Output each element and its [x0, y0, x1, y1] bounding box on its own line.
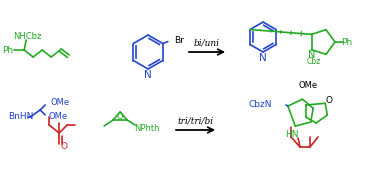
Text: Ph: Ph [341, 38, 353, 46]
Text: OMe: OMe [48, 112, 67, 122]
Text: CbzN: CbzN [249, 100, 272, 110]
Text: N: N [308, 50, 315, 60]
Text: HN: HN [285, 130, 299, 139]
Text: O: O [60, 142, 68, 152]
Text: OMe: OMe [50, 98, 69, 107]
Text: N: N [144, 70, 152, 80]
Text: NHCbz: NHCbz [13, 31, 41, 41]
Text: Cbz: Cbz [307, 57, 321, 66]
Text: Ph: Ph [2, 46, 13, 55]
Text: BnHN: BnHN [8, 112, 34, 122]
Text: O: O [117, 112, 124, 122]
Text: NPhth: NPhth [134, 125, 160, 134]
Text: Br: Br [174, 36, 184, 45]
Text: bi/uni: bi/uni [194, 38, 220, 48]
Text: OMe: OMe [299, 80, 318, 90]
Text: O: O [326, 96, 333, 105]
Text: tri/tri/bi: tri/tri/bi [178, 117, 214, 125]
Text: N: N [259, 53, 267, 63]
